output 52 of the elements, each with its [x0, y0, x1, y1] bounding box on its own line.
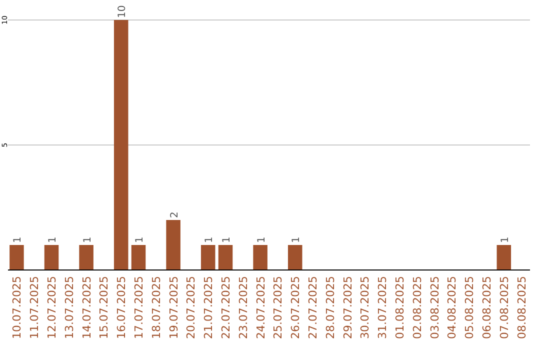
data-label: 1: [256, 236, 268, 243]
bar: [79, 245, 94, 270]
x-tick-label: 26.07.2025: [289, 276, 302, 339]
data-label: 1: [12, 236, 24, 243]
x-tick-label: 30.07.2025: [358, 276, 372, 339]
data-label: 1: [82, 236, 94, 243]
bar: [218, 245, 233, 270]
x-tick-label: 07.08.2025: [498, 276, 511, 339]
x-tick-label: 20.07.2025: [184, 276, 198, 339]
x-tick-label: 13.07.2025: [62, 276, 76, 339]
data-label: 1: [204, 236, 216, 243]
bar: [10, 245, 24, 270]
x-tick-label: 05.08.2025: [463, 276, 476, 339]
x-tick-label: 17.07.2025: [132, 276, 146, 339]
x-tick-label: 18.07.2025: [150, 276, 163, 339]
x-tick-label: 01.08.2025: [394, 276, 406, 339]
x-tick-label: 29.07.2025: [341, 276, 354, 339]
x-tick-label: 12.07.2025: [46, 276, 58, 339]
bar: [288, 245, 302, 270]
x-tick-label: 08.08.2025: [515, 276, 528, 339]
x-tick-label: 02.08.2025: [410, 276, 424, 339]
data-label: 1: [134, 236, 146, 243]
bar: [496, 245, 512, 270]
bar: [253, 245, 268, 270]
x-tick-label: 06.08.2025: [480, 276, 494, 339]
bar: [114, 20, 128, 270]
x-tick-label: 31.07.2025: [376, 276, 390, 339]
x-tick-label: 25.07.2025: [272, 276, 285, 339]
bar: [200, 245, 216, 270]
x-tick-label: 22.07.2025: [220, 276, 232, 339]
x-tick-label: 16.07.2025: [115, 276, 128, 339]
data-label: 2: [169, 212, 180, 218]
x-tick-label: 28.07.2025: [324, 276, 337, 339]
x-tick-label: 21.07.2025: [202, 276, 216, 339]
data-label: 1: [48, 236, 58, 243]
x-tick-label: 24.07.2025: [254, 276, 268, 339]
data-label: 1: [222, 236, 232, 243]
data-label: 1: [291, 236, 302, 243]
x-tick-label: 23.07.2025: [236, 276, 250, 339]
x-tick-label: 15.07.2025: [98, 276, 111, 339]
x-tick-label: 11.07.2025: [28, 276, 42, 339]
bar: [131, 245, 146, 270]
bar: [166, 220, 180, 270]
x-tick-label: 19.07.2025: [167, 276, 180, 339]
x-tick-label: 27.07.2025: [306, 276, 320, 339]
x-tick-label: 10.07.2025: [10, 276, 24, 339]
data-label: 10: [117, 5, 128, 18]
data-label: 1: [500, 236, 511, 243]
bar: [44, 245, 59, 270]
x-tick-label: 03.08.2025: [428, 276, 442, 339]
x-tick-label: 14.07.2025: [80, 276, 94, 339]
x-tick-label: 04.08.2025: [446, 276, 459, 339]
